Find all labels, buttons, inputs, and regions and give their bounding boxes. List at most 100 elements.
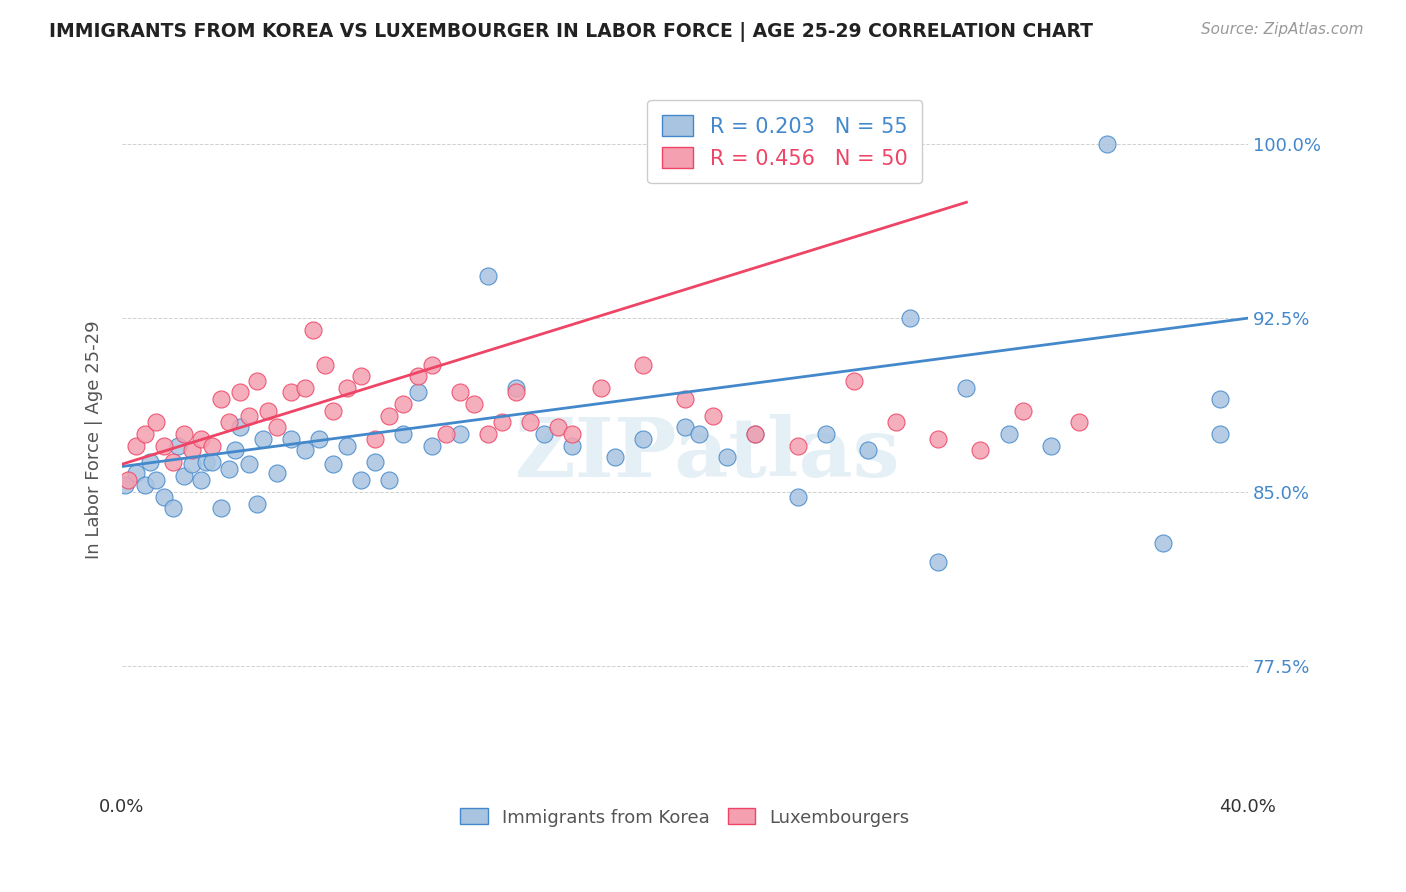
Point (533, 427, 555, 442)
Point (378, 474, 401, 488)
Point (927, 555, 949, 569)
Point (294, 443, 316, 458)
Point (449, 427, 471, 442)
Point (786, 490, 808, 504)
Point (744, 427, 766, 442)
Point (434, 427, 457, 442)
Point (477, 427, 499, 442)
Point (229, 385, 252, 400)
Point (673, 392, 696, 407)
Point (786, 439, 808, 453)
Point (884, 416, 907, 430)
Point (224, 443, 246, 458)
Point (350, 369, 373, 384)
Point (201, 455, 224, 469)
Text: Source: ZipAtlas.com: Source: ZipAtlas.com (1201, 22, 1364, 37)
Point (364, 455, 387, 469)
Point (314, 358, 336, 372)
Point (181, 457, 204, 471)
Point (1208, 427, 1230, 442)
Point (201, 439, 224, 453)
Point (246, 374, 269, 388)
Point (195, 455, 218, 469)
Point (955, 381, 977, 395)
Point (477, 269, 499, 284)
Point (294, 381, 316, 395)
Point (814, 427, 837, 442)
Point (420, 439, 443, 453)
Point (673, 420, 696, 434)
Point (280, 432, 302, 446)
Point (1039, 439, 1062, 453)
Point (561, 439, 583, 453)
Point (1067, 416, 1090, 430)
Point (1208, 392, 1230, 407)
Point (125, 467, 148, 481)
Point (190, 474, 212, 488)
Point (519, 416, 541, 430)
Point (167, 439, 190, 453)
Point (842, 374, 865, 388)
Point (322, 404, 344, 418)
Point (209, 392, 232, 407)
Point (603, 450, 626, 465)
Point (257, 404, 280, 418)
Point (173, 468, 195, 483)
Point (927, 432, 949, 446)
Point (145, 474, 167, 488)
Point (209, 501, 232, 516)
Point (364, 432, 387, 446)
Point (744, 427, 766, 442)
Point (173, 427, 195, 442)
Point (114, 478, 136, 492)
Point (266, 467, 288, 481)
Point (997, 427, 1019, 442)
Point (266, 420, 288, 434)
Point (125, 439, 148, 453)
Point (505, 381, 527, 395)
Point (350, 474, 373, 488)
Point (716, 450, 738, 465)
Point (392, 427, 415, 442)
Point (1095, 137, 1118, 152)
Point (378, 409, 401, 423)
Point (406, 385, 429, 400)
Point (856, 443, 879, 458)
Point (322, 457, 344, 471)
Point (1152, 536, 1174, 550)
Point (392, 397, 415, 411)
Point (463, 397, 485, 411)
Point (336, 381, 359, 395)
Point (336, 439, 359, 453)
Point (162, 455, 184, 469)
Point (190, 432, 212, 446)
Point (505, 385, 527, 400)
Point (589, 381, 612, 395)
Point (145, 416, 167, 430)
Point (139, 455, 162, 469)
Point (280, 385, 302, 400)
Y-axis label: In Labor Force | Age 25-29: In Labor Force | Age 25-29 (86, 320, 103, 559)
Point (134, 427, 156, 442)
Point (238, 457, 260, 471)
Point (547, 420, 569, 434)
Point (117, 474, 139, 488)
Point (969, 443, 991, 458)
Text: IMMIGRANTS FROM KOREA VS LUXEMBOURGER IN LABOR FORCE | AGE 25-29 CORRELATION CHA: IMMIGRANTS FROM KOREA VS LUXEMBOURGER IN… (49, 22, 1094, 42)
Point (631, 358, 654, 372)
Legend: Immigrants from Korea, Luxembourgers: Immigrants from Korea, Luxembourgers (453, 801, 917, 834)
Point (491, 416, 513, 430)
Point (218, 462, 240, 476)
Point (1011, 404, 1033, 418)
Point (134, 478, 156, 492)
Point (246, 497, 269, 511)
Text: ZIPatlas: ZIPatlas (515, 414, 900, 494)
Point (238, 409, 260, 423)
Point (688, 427, 710, 442)
Point (181, 443, 204, 458)
Point (229, 420, 252, 434)
Point (252, 432, 274, 446)
Point (302, 323, 325, 337)
Point (631, 432, 654, 446)
Point (308, 432, 330, 446)
